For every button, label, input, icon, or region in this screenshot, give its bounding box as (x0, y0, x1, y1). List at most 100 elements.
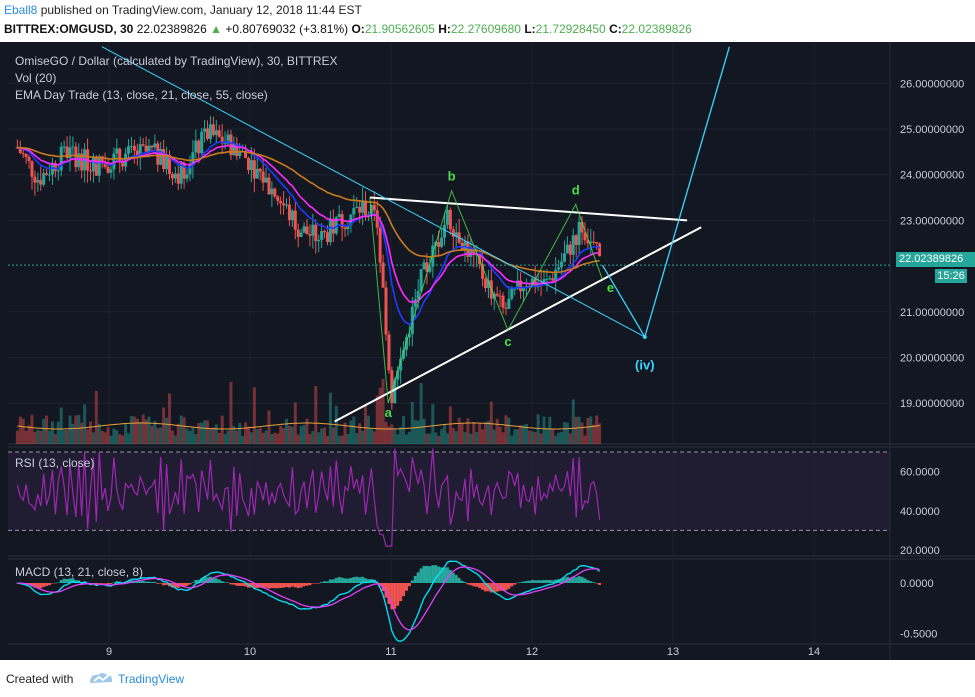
projection-path (601, 46, 731, 339)
macd-histogram-bar (302, 583, 306, 587)
macd-histogram-bar (135, 581, 139, 583)
volume-bar (510, 435, 514, 444)
volume-bar (516, 429, 520, 444)
macd-histogram-bar (305, 583, 309, 586)
volume-bar (165, 417, 169, 444)
macd-histogram-bar (325, 581, 329, 583)
macd-histogram-bar (328, 579, 332, 583)
volume-bar (208, 428, 212, 444)
macd-histogram-bar (539, 580, 543, 583)
volume-bar (562, 422, 566, 444)
volume-bar (548, 416, 552, 444)
candle-body (551, 278, 555, 281)
macd-histogram-bar (387, 583, 391, 604)
volume-bar (153, 421, 157, 444)
macd-histogram-bar (188, 583, 192, 585)
candle-body (287, 204, 291, 221)
volume-ma-line (17, 422, 600, 430)
macd-histogram-bar (481, 583, 485, 590)
candle-body (65, 146, 69, 159)
volume-bar (270, 434, 274, 444)
triangle-upper-line (369, 196, 688, 222)
candle-body (255, 168, 259, 179)
volume-bar (325, 435, 329, 444)
candle-body (448, 209, 452, 230)
candle-body (437, 242, 441, 247)
macd-histogram-bar (311, 583, 315, 584)
macd-histogram-bar (358, 577, 362, 583)
macd-histogram-bar (238, 583, 242, 586)
close-value: 22.02389826 (621, 22, 692, 36)
macd-histogram-bar (492, 583, 496, 593)
macd-histogram-bar (97, 583, 101, 584)
macd-histogram-bar (214, 578, 218, 583)
volume-bar (282, 428, 286, 444)
candle-body (162, 148, 166, 170)
macd-histogram-bar (68, 578, 72, 583)
candle-body (261, 171, 265, 183)
vol-label: Vol (20) (15, 71, 57, 85)
macd-histogram-bar (469, 583, 473, 586)
volume-bar (352, 416, 356, 444)
macd-histogram-bar (460, 580, 464, 583)
volume-bar (241, 435, 245, 444)
candle-body (577, 221, 581, 245)
macd-histogram-bar (516, 582, 520, 584)
macd-histogram-bar (296, 583, 300, 589)
author-link[interactable]: Eball8 (4, 3, 38, 17)
candle-body (337, 214, 341, 218)
volume-bar (419, 382, 423, 444)
macd-histogram-bar (580, 576, 584, 583)
macd-histogram-bar (65, 578, 69, 583)
macd-histogram-bar (425, 565, 429, 583)
volume-bar (214, 424, 218, 444)
macd-histogram-bar (197, 579, 201, 583)
volume-bar (346, 433, 350, 444)
macd-histogram-bar (551, 580, 555, 583)
candle-body (182, 163, 186, 179)
macd-histogram-bar (293, 583, 297, 588)
macd-histogram-bar (571, 576, 575, 583)
macd-histogram-bar (320, 582, 324, 583)
volume-bar (39, 430, 43, 444)
volume-bar (156, 428, 160, 444)
chart-area[interactable]: 26.00000000 25.00000000 24.00000000 23.0000… (0, 42, 975, 660)
candle-body (352, 208, 356, 215)
macd-histogram-bar (504, 583, 508, 591)
macd-histogram-bar (475, 583, 479, 587)
volume-bar (323, 427, 327, 444)
volume-bar (308, 434, 312, 444)
candle-body (170, 173, 174, 179)
macd-histogram-bar (510, 583, 514, 587)
chart-header: Eball8 published on TradingView.com, Jan… (0, 0, 975, 42)
candle-body (507, 298, 511, 309)
macd-histogram-bar (241, 583, 245, 586)
volume-bar (179, 415, 183, 444)
candle-body (217, 130, 221, 137)
macd-histogram-bar (366, 579, 370, 583)
candle-body (361, 200, 365, 213)
chart-canvas[interactable]: 26.00000000 25.00000000 24.00000000 23.0000… (0, 42, 975, 660)
volume-bar (217, 432, 221, 444)
macd-histogram-bar (276, 583, 280, 589)
candle-body (88, 170, 92, 172)
candle-body (191, 152, 195, 166)
rsi-tick-label: 20.0000 (900, 545, 940, 557)
tradingview-link[interactable]: TradingView (118, 672, 185, 686)
candle-body (238, 150, 242, 157)
candle-body (18, 147, 22, 154)
projection-point (642, 334, 647, 339)
macd-histogram-bar (440, 567, 444, 583)
candle-body (36, 180, 40, 183)
volume-bar (62, 430, 66, 444)
macd-histogram-bar (147, 581, 151, 583)
volume-bar (387, 426, 391, 444)
macd-histogram-bar (235, 583, 239, 586)
volume-bar (129, 416, 133, 444)
volume-bar (337, 435, 341, 444)
volume-bar (91, 432, 95, 444)
volume-bar (320, 428, 324, 444)
x-tick-label: 9 (106, 646, 112, 658)
macd-histogram-bar (308, 583, 312, 586)
candle-body (375, 210, 379, 228)
